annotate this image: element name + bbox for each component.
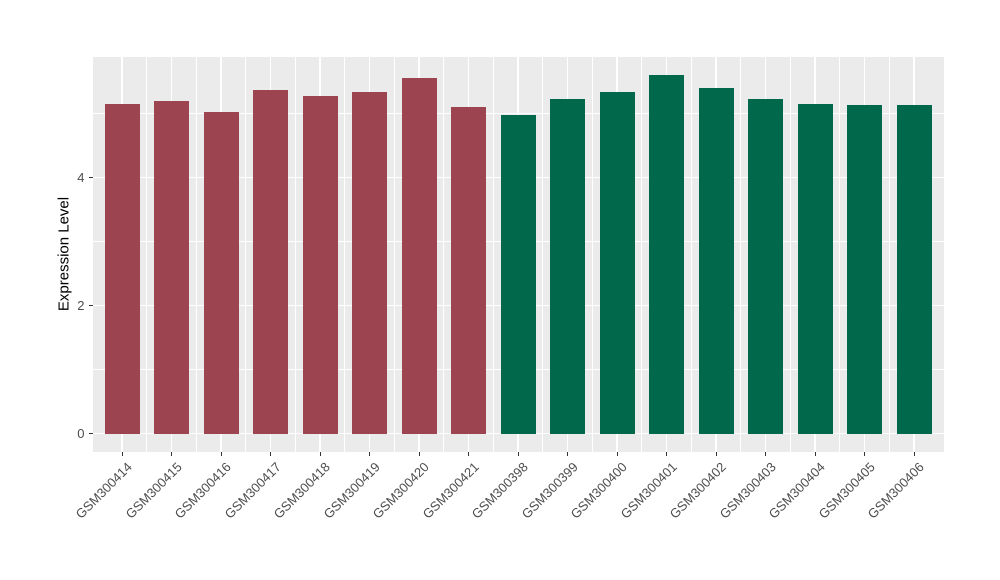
x-tick-label: GSM300417 (221, 458, 284, 522)
x-tick-mark (765, 451, 766, 456)
x-tick-label: GSM300404 (765, 458, 828, 522)
bar-GSM300400 (599, 91, 635, 434)
minor-gridline-x (195, 57, 197, 452)
x-tick-label: GSM300421 (419, 458, 482, 522)
x-tick-mark (121, 451, 123, 456)
minor-gridline-x (443, 57, 445, 452)
bar-GSM300420 (401, 78, 437, 434)
x-tick-label: GSM300415 (122, 458, 185, 522)
minor-gridline-x (245, 57, 247, 452)
x-tick-mark (468, 451, 469, 456)
minor-gridline-x (740, 57, 742, 452)
x-tick-mark (814, 451, 816, 456)
bar-GSM300401 (649, 74, 684, 434)
x-tick-mark (517, 451, 519, 456)
minor-gridline-x (888, 57, 890, 452)
x-tick-label: GSM300402 (666, 458, 729, 522)
x-tick-mark (616, 451, 618, 456)
x-tick-label: GSM300414 (72, 458, 135, 522)
y-tick-label: 2 (77, 297, 85, 313)
x-tick-label: GSM300399 (518, 458, 581, 522)
minor-gridline-x (492, 57, 494, 452)
bar-GSM300403 (748, 99, 783, 434)
x-tick-mark (913, 451, 915, 456)
x-tick-label: GSM300418 (270, 458, 333, 522)
bar-GSM300416 (203, 112, 239, 434)
minor-gridline-x (591, 57, 593, 452)
minor-gridline-x (344, 57, 346, 452)
x-tick-mark (171, 451, 172, 456)
bar-GSM300398 (500, 114, 536, 434)
x-tick-label: GSM300400 (567, 458, 630, 522)
x-tick-label: GSM300419 (320, 458, 383, 522)
x-tick-label: GSM300401 (617, 458, 680, 522)
x-tick-mark (220, 451, 222, 456)
y-tick-mark (88, 304, 93, 306)
x-tick-mark (270, 451, 271, 456)
bar-GSM300402 (698, 87, 734, 434)
minor-gridline-x (641, 57, 643, 452)
y-axis-title: Expression Level (55, 196, 73, 312)
x-tick-mark (418, 451, 420, 456)
y-tick-mark (88, 176, 93, 178)
minor-gridline-x (393, 57, 395, 452)
x-tick-label: GSM300398 (468, 458, 531, 522)
minor-gridline-x (146, 57, 148, 452)
minor-gridline-x (542, 57, 544, 452)
y-tick-label: 0 (77, 426, 85, 442)
minor-gridline-x (789, 57, 791, 452)
bar-GSM300415 (154, 100, 189, 434)
x-tick-mark (715, 451, 717, 456)
x-tick-label: GSM300403 (716, 458, 779, 522)
plot-panel (92, 57, 944, 452)
bar-GSM300406 (896, 105, 932, 434)
bar-GSM300419 (352, 91, 387, 434)
y-tick-label: 4 (77, 169, 85, 185)
minor-gridline-x (690, 57, 692, 452)
x-tick-label: GSM300405 (815, 458, 878, 522)
x-tick-label: GSM300406 (864, 458, 927, 522)
x-tick-mark (319, 451, 321, 456)
bar-GSM300404 (797, 103, 833, 434)
x-tick-mark (666, 451, 667, 456)
bar-GSM300418 (302, 96, 338, 434)
x-tick-mark (864, 451, 865, 456)
x-tick-mark (567, 451, 568, 456)
bar-GSM300421 (451, 106, 486, 434)
x-tick-label: GSM300416 (171, 458, 234, 522)
x-tick-label: GSM300420 (369, 458, 432, 522)
minor-gridline-x (839, 57, 841, 452)
x-tick-mark (369, 451, 370, 456)
bar-GSM300417 (253, 90, 288, 434)
minor-gridline-x (294, 57, 296, 452)
bar-GSM300414 (104, 104, 140, 434)
bar-GSM300405 (847, 105, 882, 434)
y-tick-mark (88, 433, 93, 435)
bar-GSM300399 (550, 99, 585, 434)
